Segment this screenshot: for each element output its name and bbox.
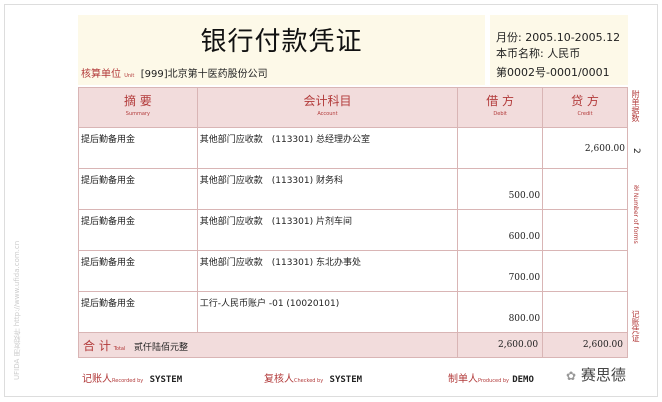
col-debit: 借 方 Debit: [457, 87, 544, 128]
table-row: 提后勤备用金 工行-人民币账户 -01 (10020101) 800.00: [78, 291, 628, 333]
table-row: 提后勤备用金 其他部门应收款 (113301) 片剂车间 600.00: [78, 209, 628, 251]
unit-line: 核算单位 Unit [999]北京第十医药股份公司: [81, 69, 268, 80]
total-row: 合 计 Total 贰仟陆佰元整 2,600.00 2,600.00: [77, 332, 628, 358]
cell-debit: 600.00: [457, 209, 544, 251]
cell-credit: [542, 291, 628, 333]
voucher-info: 月份: 2005.10-2005.12 本币名称: 人民币 第0002号-000…: [490, 15, 628, 85]
cell-summary: 提后勤备用金: [78, 250, 198, 292]
total-credit: 2,600.00: [542, 332, 628, 358]
cell-summary: 提后勤备用金: [78, 168, 198, 210]
voucher-label: 记账凭证: [631, 310, 640, 342]
cell-summary: 提后勤备用金: [78, 209, 198, 251]
recorded-by: 记账人Recorded by SYSTEM: [82, 374, 183, 385]
table-row: 提后勤备用金 其他部门应收款 (113301) 东北办事处 700.00: [78, 250, 628, 292]
attachments-label: 附单据数: [631, 90, 640, 122]
watermark: UFIDA 用友软件 http://www.ufida.com.cn: [13, 240, 21, 380]
cell-credit: [542, 209, 628, 251]
produced-by: 制单人Produced by DEMO: [448, 374, 534, 385]
unit-value: [999]北京第十医药股份公司: [140, 69, 268, 80]
cell-credit: [542, 168, 628, 210]
col-account: 会计科目 Account: [196, 87, 459, 128]
header: 银行付款凭证 核算单位 Unit [999]北京第十医药股份公司: [78, 15, 485, 85]
total-debit: 2,600.00: [457, 332, 544, 358]
col-summary: 摘 要 Summary: [78, 87, 198, 128]
cell-account: 其他部门应收款 (113301) 财务科: [196, 168, 459, 210]
voucher-title: 银行付款凭证: [200, 27, 363, 57]
checked-by: 复核人Checked by SYSTEM: [264, 374, 363, 385]
cell-account: 其他部门应收款 (113301) 东北办事处: [196, 250, 459, 292]
cell-summary: 提后勤备用金: [78, 291, 198, 333]
col-credit: 贷 方 Credit: [542, 87, 628, 128]
cell-debit: [457, 127, 544, 169]
cell-account: 其他部门应收款 (113301) 片剂车间: [196, 209, 459, 251]
forms-label: 张 Number of forms: [632, 185, 639, 244]
period: 月份: 2005.10-2005.12: [496, 31, 621, 44]
table-header: 摘 要 Summary 会计科目 Account 借 方 Debit 贷 方 Credi…: [78, 87, 628, 128]
voucher-table: 摘 要 Summary 会计科目 Account 借 方 Debit 贷 方 Credi…: [77, 87, 628, 358]
brand-watermark: ✿ 赛思德: [566, 366, 626, 384]
cell-summary: 提后勤备用金: [78, 127, 198, 169]
cell-debit: 700.00: [457, 250, 544, 292]
cell-credit: 2,600.00: [542, 127, 628, 169]
cell-credit: [542, 250, 628, 292]
table-row: 提后勤备用金 其他部门应收款 (113301) 总经理办公室 2,600.00: [78, 127, 628, 169]
currency: 本币名称: 人民币: [496, 47, 581, 60]
voucher-number: 第0002号-0001/0001: [496, 66, 610, 79]
cell-debit: 800.00: [457, 291, 544, 333]
attachments-count: 2: [631, 148, 641, 154]
cell-account: 其他部门应收款 (113301) 总经理办公室: [196, 127, 459, 169]
amount-in-words: 贰仟陆佰元整: [133, 342, 188, 353]
table-row: 提后勤备用金 其他部门应收款 (113301) 财务科 500.00: [78, 168, 628, 210]
cell-debit: 500.00: [457, 168, 544, 210]
wechat-icon: ✿: [566, 369, 577, 383]
cell-account: 工行-人民币账户 -01 (10020101): [196, 291, 459, 333]
